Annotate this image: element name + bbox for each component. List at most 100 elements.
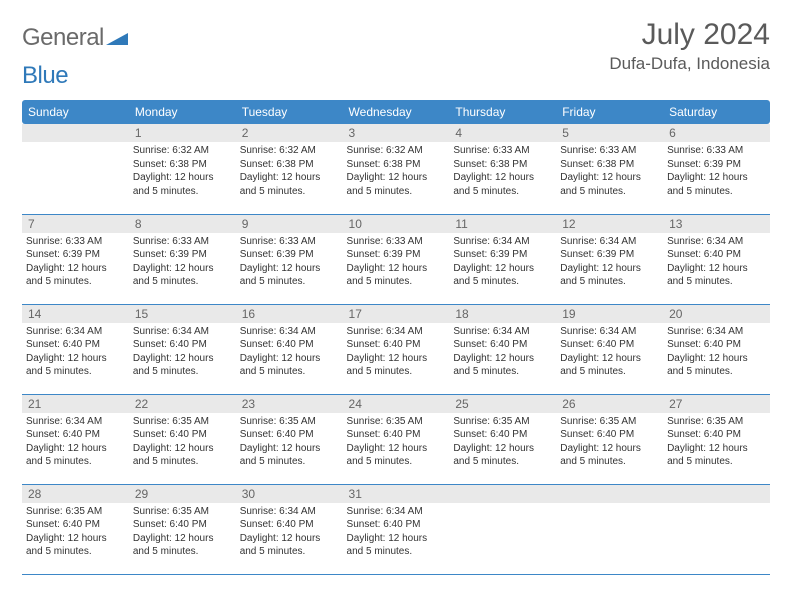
daylight-line: Daylight: 12 hours and 5 minutes. (453, 171, 552, 198)
calendar-day: 23Sunrise: 6:35 AMSunset: 6:40 PMDayligh… (236, 394, 343, 484)
logo-triangle-icon (106, 24, 128, 52)
daylight-line: Daylight: 12 hours and 5 minutes. (667, 352, 766, 379)
daylight-line: Daylight: 12 hours and 5 minutes. (26, 352, 125, 379)
day-number (22, 124, 129, 142)
calendar-day: 28Sunrise: 6:35 AMSunset: 6:40 PMDayligh… (22, 484, 129, 574)
sunset-line: Sunset: 6:40 PM (453, 338, 552, 352)
day-number: 19 (556, 305, 663, 323)
sunset-line: Sunset: 6:38 PM (347, 158, 446, 172)
calendar-day: 30Sunrise: 6:34 AMSunset: 6:40 PMDayligh… (236, 484, 343, 574)
daylight-line: Daylight: 12 hours and 5 minutes. (667, 442, 766, 469)
day-content: Sunrise: 6:35 AMSunset: 6:40 PMDaylight:… (449, 413, 556, 473)
day-number: 28 (22, 485, 129, 503)
calendar-day: 17Sunrise: 6:34 AMSunset: 6:40 PMDayligh… (343, 304, 450, 394)
day-content: Sunrise: 6:33 AMSunset: 6:39 PMDaylight:… (663, 142, 770, 202)
calendar-day: 29Sunrise: 6:35 AMSunset: 6:40 PMDayligh… (129, 484, 236, 574)
day-number: 16 (236, 305, 343, 323)
daylight-line: Daylight: 12 hours and 5 minutes. (347, 352, 446, 379)
sunset-line: Sunset: 6:40 PM (667, 248, 766, 262)
day-content: Sunrise: 6:35 AMSunset: 6:40 PMDaylight:… (556, 413, 663, 473)
day-number: 14 (22, 305, 129, 323)
calendar-day (449, 484, 556, 574)
calendar-day: 22Sunrise: 6:35 AMSunset: 6:40 PMDayligh… (129, 394, 236, 484)
day-content: Sunrise: 6:34 AMSunset: 6:40 PMDaylight:… (129, 323, 236, 383)
day-number: 8 (129, 215, 236, 233)
calendar-day: 19Sunrise: 6:34 AMSunset: 6:40 PMDayligh… (556, 304, 663, 394)
calendar-day: 15Sunrise: 6:34 AMSunset: 6:40 PMDayligh… (129, 304, 236, 394)
day-content: Sunrise: 6:32 AMSunset: 6:38 PMDaylight:… (236, 142, 343, 202)
sunrise-line: Sunrise: 6:33 AM (453, 144, 552, 158)
sunrise-line: Sunrise: 6:35 AM (133, 415, 232, 429)
day-content: Sunrise: 6:35 AMSunset: 6:40 PMDaylight:… (22, 503, 129, 563)
weekday-header: Monday (129, 100, 236, 124)
calendar-day: 18Sunrise: 6:34 AMSunset: 6:40 PMDayligh… (449, 304, 556, 394)
calendar-head: SundayMondayTuesdayWednesdayThursdayFrid… (22, 100, 770, 124)
day-content: Sunrise: 6:34 AMSunset: 6:39 PMDaylight:… (449, 233, 556, 293)
day-content: Sunrise: 6:32 AMSunset: 6:38 PMDaylight:… (129, 142, 236, 202)
weekday-header: Thursday (449, 100, 556, 124)
title-block: July 2024 Dufa-Dufa, Indonesia (609, 18, 770, 74)
sunset-line: Sunset: 6:39 PM (133, 248, 232, 262)
daylight-line: Daylight: 12 hours and 5 minutes. (133, 532, 232, 559)
sunset-line: Sunset: 6:38 PM (240, 158, 339, 172)
day-content: Sunrise: 6:34 AMSunset: 6:39 PMDaylight:… (556, 233, 663, 293)
sunrise-line: Sunrise: 6:34 AM (240, 505, 339, 519)
sunset-line: Sunset: 6:40 PM (560, 428, 659, 442)
calendar-day: 12Sunrise: 6:34 AMSunset: 6:39 PMDayligh… (556, 214, 663, 304)
day-number: 29 (129, 485, 236, 503)
daylight-line: Daylight: 12 hours and 5 minutes. (453, 442, 552, 469)
day-content: Sunrise: 6:35 AMSunset: 6:40 PMDaylight:… (129, 413, 236, 473)
sunset-line: Sunset: 6:40 PM (667, 428, 766, 442)
day-content: Sunrise: 6:33 AMSunset: 6:39 PMDaylight:… (22, 233, 129, 293)
day-number: 22 (129, 395, 236, 413)
day-number: 9 (236, 215, 343, 233)
sunrise-line: Sunrise: 6:33 AM (133, 235, 232, 249)
calendar-day: 5Sunrise: 6:33 AMSunset: 6:38 PMDaylight… (556, 124, 663, 214)
daylight-line: Daylight: 12 hours and 5 minutes. (560, 442, 659, 469)
daylight-line: Daylight: 12 hours and 5 minutes. (133, 352, 232, 379)
day-number: 30 (236, 485, 343, 503)
sunrise-line: Sunrise: 6:32 AM (133, 144, 232, 158)
logo-word-general: General (22, 24, 104, 51)
sunrise-line: Sunrise: 6:34 AM (560, 325, 659, 339)
sunrise-line: Sunrise: 6:34 AM (240, 325, 339, 339)
sunrise-line: Sunrise: 6:34 AM (26, 415, 125, 429)
sunset-line: Sunset: 6:39 PM (26, 248, 125, 262)
day-number: 31 (343, 485, 450, 503)
weekday-header: Tuesday (236, 100, 343, 124)
day-number (556, 485, 663, 503)
day-content: Sunrise: 6:35 AMSunset: 6:40 PMDaylight:… (236, 413, 343, 473)
calendar-body: 1Sunrise: 6:32 AMSunset: 6:38 PMDaylight… (22, 124, 770, 574)
calendar-day: 27Sunrise: 6:35 AMSunset: 6:40 PMDayligh… (663, 394, 770, 484)
sunrise-line: Sunrise: 6:33 AM (667, 144, 766, 158)
logo: General Blue (22, 18, 128, 90)
calendar-day: 11Sunrise: 6:34 AMSunset: 6:39 PMDayligh… (449, 214, 556, 304)
sunset-line: Sunset: 6:40 PM (133, 428, 232, 442)
weekday-header: Saturday (663, 100, 770, 124)
calendar-day: 1Sunrise: 6:32 AMSunset: 6:38 PMDaylight… (129, 124, 236, 214)
daylight-line: Daylight: 12 hours and 5 minutes. (560, 171, 659, 198)
sunset-line: Sunset: 6:40 PM (133, 518, 232, 532)
day-content: Sunrise: 6:34 AMSunset: 6:40 PMDaylight:… (343, 323, 450, 383)
day-content: Sunrise: 6:33 AMSunset: 6:39 PMDaylight:… (236, 233, 343, 293)
day-content: Sunrise: 6:34 AMSunset: 6:40 PMDaylight:… (22, 413, 129, 473)
calendar-day: 7Sunrise: 6:33 AMSunset: 6:39 PMDaylight… (22, 214, 129, 304)
sunrise-line: Sunrise: 6:34 AM (453, 235, 552, 249)
logo-text: General Blue (22, 24, 128, 90)
calendar-day: 9Sunrise: 6:33 AMSunset: 6:39 PMDaylight… (236, 214, 343, 304)
calendar-week: 1Sunrise: 6:32 AMSunset: 6:38 PMDaylight… (22, 124, 770, 214)
day-number: 3 (343, 124, 450, 142)
weekday-header: Friday (556, 100, 663, 124)
day-content: Sunrise: 6:35 AMSunset: 6:40 PMDaylight:… (129, 503, 236, 563)
day-number: 27 (663, 395, 770, 413)
daylight-line: Daylight: 12 hours and 5 minutes. (560, 352, 659, 379)
sunrise-line: Sunrise: 6:34 AM (26, 325, 125, 339)
daylight-line: Daylight: 12 hours and 5 minutes. (347, 442, 446, 469)
calendar-day (663, 484, 770, 574)
location-label: Dufa-Dufa, Indonesia (609, 54, 770, 74)
sunset-line: Sunset: 6:39 PM (240, 248, 339, 262)
day-content: Sunrise: 6:33 AMSunset: 6:39 PMDaylight:… (129, 233, 236, 293)
sunrise-line: Sunrise: 6:35 AM (453, 415, 552, 429)
day-content: Sunrise: 6:33 AMSunset: 6:38 PMDaylight:… (556, 142, 663, 202)
day-content: Sunrise: 6:34 AMSunset: 6:40 PMDaylight:… (236, 323, 343, 383)
